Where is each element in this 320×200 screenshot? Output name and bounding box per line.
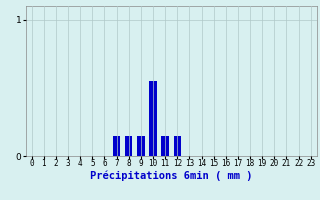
Bar: [113, 136, 120, 156]
X-axis label: Précipitations 6min ( mm ): Précipitations 6min ( mm ): [90, 171, 252, 181]
Bar: [162, 136, 169, 156]
Bar: [149, 81, 157, 156]
Bar: [137, 136, 145, 156]
Bar: [174, 136, 181, 156]
Bar: [125, 136, 132, 156]
